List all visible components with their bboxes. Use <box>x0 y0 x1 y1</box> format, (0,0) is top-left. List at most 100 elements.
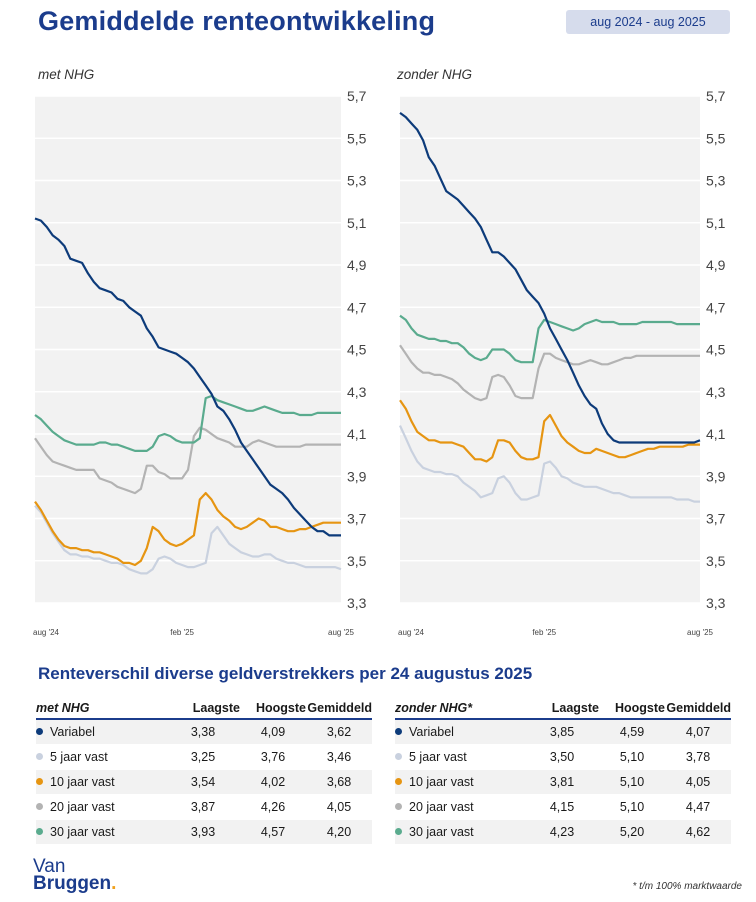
series-line-variabel <box>34 217 341 537</box>
table-row: 30 jaar vast 4,23 5,20 4,62 <box>395 819 731 845</box>
x-tick-label: feb '25 <box>532 628 556 637</box>
chart-label-met-nhg: met NHG <box>38 67 95 82</box>
cell-low: 3,87 <box>166 794 240 820</box>
row-label: 30 jaar vast <box>50 825 115 839</box>
cell-low: 3,38 <box>166 719 240 745</box>
cell-avg: 3,62 <box>306 719 372 745</box>
cell-low: 3,81 <box>525 769 599 795</box>
table-met-nhg: met NHG Laagste Hoogste Gemiddeld Variab… <box>36 698 372 845</box>
col-header-gemiddeld: Gemiddeld <box>306 698 372 720</box>
cell-high: 4,26 <box>240 794 306 820</box>
series-line-5-jaar-vast <box>34 505 342 575</box>
y-tick-label: 4,9 <box>706 257 726 273</box>
series-dot-icon <box>36 753 43 761</box>
cell-high: 4,09 <box>240 719 306 745</box>
table-row: 20 jaar vast 4,15 5,10 4,47 <box>395 794 731 820</box>
table-zonder-nhg: zonder NHG* Laagste Hoogste Gemiddeld Va… <box>395 698 731 845</box>
row-label: 20 jaar vast <box>50 800 115 814</box>
series-dot-icon <box>36 728 43 736</box>
cell-low: 3,25 <box>166 744 240 770</box>
logo-dot: . <box>111 873 117 894</box>
y-tick-label: 3,7 <box>706 511 726 527</box>
row-label: Variabel <box>409 725 454 739</box>
table-header-row: met NHG Laagste Hoogste Gemiddeld <box>36 698 372 720</box>
series-dot-icon <box>36 778 43 786</box>
cell-low: 4,15 <box>525 794 599 820</box>
y-tick-label: 5,5 <box>347 130 367 146</box>
series-dot-icon <box>36 803 43 811</box>
chart-met-nhg: 5,7 5,5 5,3 5,1 4,9 4,7 4,5 4,3 4,1 3,9 3,7 3,5 3,3 a… <box>33 88 367 637</box>
cell-avg: 3,46 <box>306 744 372 770</box>
series-line-20-jaar-vast <box>399 344 700 402</box>
row-label: 10 jaar vast <box>409 775 474 789</box>
series-line-5-jaar-vast <box>399 425 700 503</box>
row-label-cell: 30 jaar vast <box>36 819 166 845</box>
y-tick-label: 4,5 <box>347 342 367 358</box>
y-tick-label: 3,9 <box>706 468 726 484</box>
y-tick-label: 5,1 <box>347 215 367 231</box>
row-label-cell: 30 jaar vast <box>395 819 525 845</box>
series-line-10-jaar-vast <box>399 399 700 463</box>
row-label: 5 jaar vast <box>50 750 108 764</box>
cell-avg: 4,47 <box>665 794 731 820</box>
y-tick-label: 3,5 <box>347 553 367 569</box>
table-row: 20 jaar vast 3,87 4,26 4,05 <box>36 794 372 820</box>
series-dot-icon <box>395 728 402 736</box>
row-label-cell: Variabel <box>36 719 166 745</box>
cell-avg: 4,05 <box>665 769 731 795</box>
col-header-laagste: Laagste <box>166 698 240 720</box>
cell-high: 5,20 <box>599 819 665 845</box>
cell-high: 5,10 <box>599 744 665 770</box>
section-title: Renteverschil diverse geldverstrekkers p… <box>38 664 533 683</box>
x-tick-label: aug '24 <box>398 628 425 637</box>
y-tick-label: 3,3 <box>706 595 726 611</box>
col-header-gemiddeld: Gemiddeld <box>665 698 731 720</box>
series-line-10-jaar-vast <box>34 492 341 567</box>
row-label-cell: 20 jaar vast <box>36 794 166 820</box>
col-header-hoogste: Hoogste <box>599 698 665 720</box>
series-dot-icon <box>395 778 402 786</box>
cell-avg: 4,62 <box>665 819 731 845</box>
chart-label-zonder-nhg: zonder NHG <box>397 67 473 82</box>
van-bruggen-logo: Van Bruggen. <box>33 857 117 894</box>
cell-avg: 4,07 <box>665 719 731 745</box>
table-row: 5 jaar vast 3,50 5,10 3,78 <box>395 744 731 770</box>
x-tick-label: aug '24 <box>33 628 60 637</box>
x-tick-label: aug '25 <box>328 628 355 637</box>
cell-low: 3,93 <box>166 819 240 845</box>
y-tick-label: 5,7 <box>347 88 367 104</box>
logo-line2: Bruggen <box>33 873 112 894</box>
cell-avg: 4,20 <box>306 819 372 845</box>
row-label: 5 jaar vast <box>409 750 467 764</box>
y-tick-label: 4,7 <box>706 299 726 315</box>
y-tick-label: 4,1 <box>347 426 367 442</box>
table-row: 5 jaar vast 3,25 3,76 3,46 <box>36 744 372 770</box>
cell-high: 4,59 <box>599 719 665 745</box>
y-tick-label: 4,1 <box>706 426 726 442</box>
footnote: * t/m 100% marktwaarde <box>632 881 743 892</box>
y-tick-label: 4,7 <box>347 299 367 315</box>
y-tick-label: 3,7 <box>347 511 367 527</box>
y-tick-label: 3,9 <box>347 468 367 484</box>
cell-high: 5,10 <box>599 769 665 795</box>
series-line-20-jaar-vast <box>34 426 341 495</box>
table-row: 10 jaar vast 3,81 5,10 4,05 <box>395 769 731 795</box>
x-tick-label: aug '25 <box>687 628 714 637</box>
series-line-30-jaar-vast <box>399 314 700 364</box>
y-tick-label: 3,3 <box>347 595 367 611</box>
table-row: Variabel 3,85 4,59 4,07 <box>395 719 731 745</box>
series-line-30-jaar-vast <box>34 394 341 452</box>
table-row: 10 jaar vast 3,54 4,02 3,68 <box>36 769 372 795</box>
col-header-hoogste: Hoogste <box>240 698 306 720</box>
y-tick-label: 4,3 <box>706 384 726 400</box>
series-dot-icon <box>36 828 43 836</box>
y-tick-label: 5,3 <box>706 173 726 189</box>
table-row: 30 jaar vast 3,93 4,57 4,20 <box>36 819 372 845</box>
cell-low: 4,23 <box>525 819 599 845</box>
cell-high: 3,76 <box>240 744 306 770</box>
row-label: Variabel <box>50 725 95 739</box>
row-label: 30 jaar vast <box>409 825 474 839</box>
row-label-cell: Variabel <box>395 719 525 745</box>
y-tick-label: 5,1 <box>706 215 726 231</box>
row-label-cell: 10 jaar vast <box>36 769 166 795</box>
